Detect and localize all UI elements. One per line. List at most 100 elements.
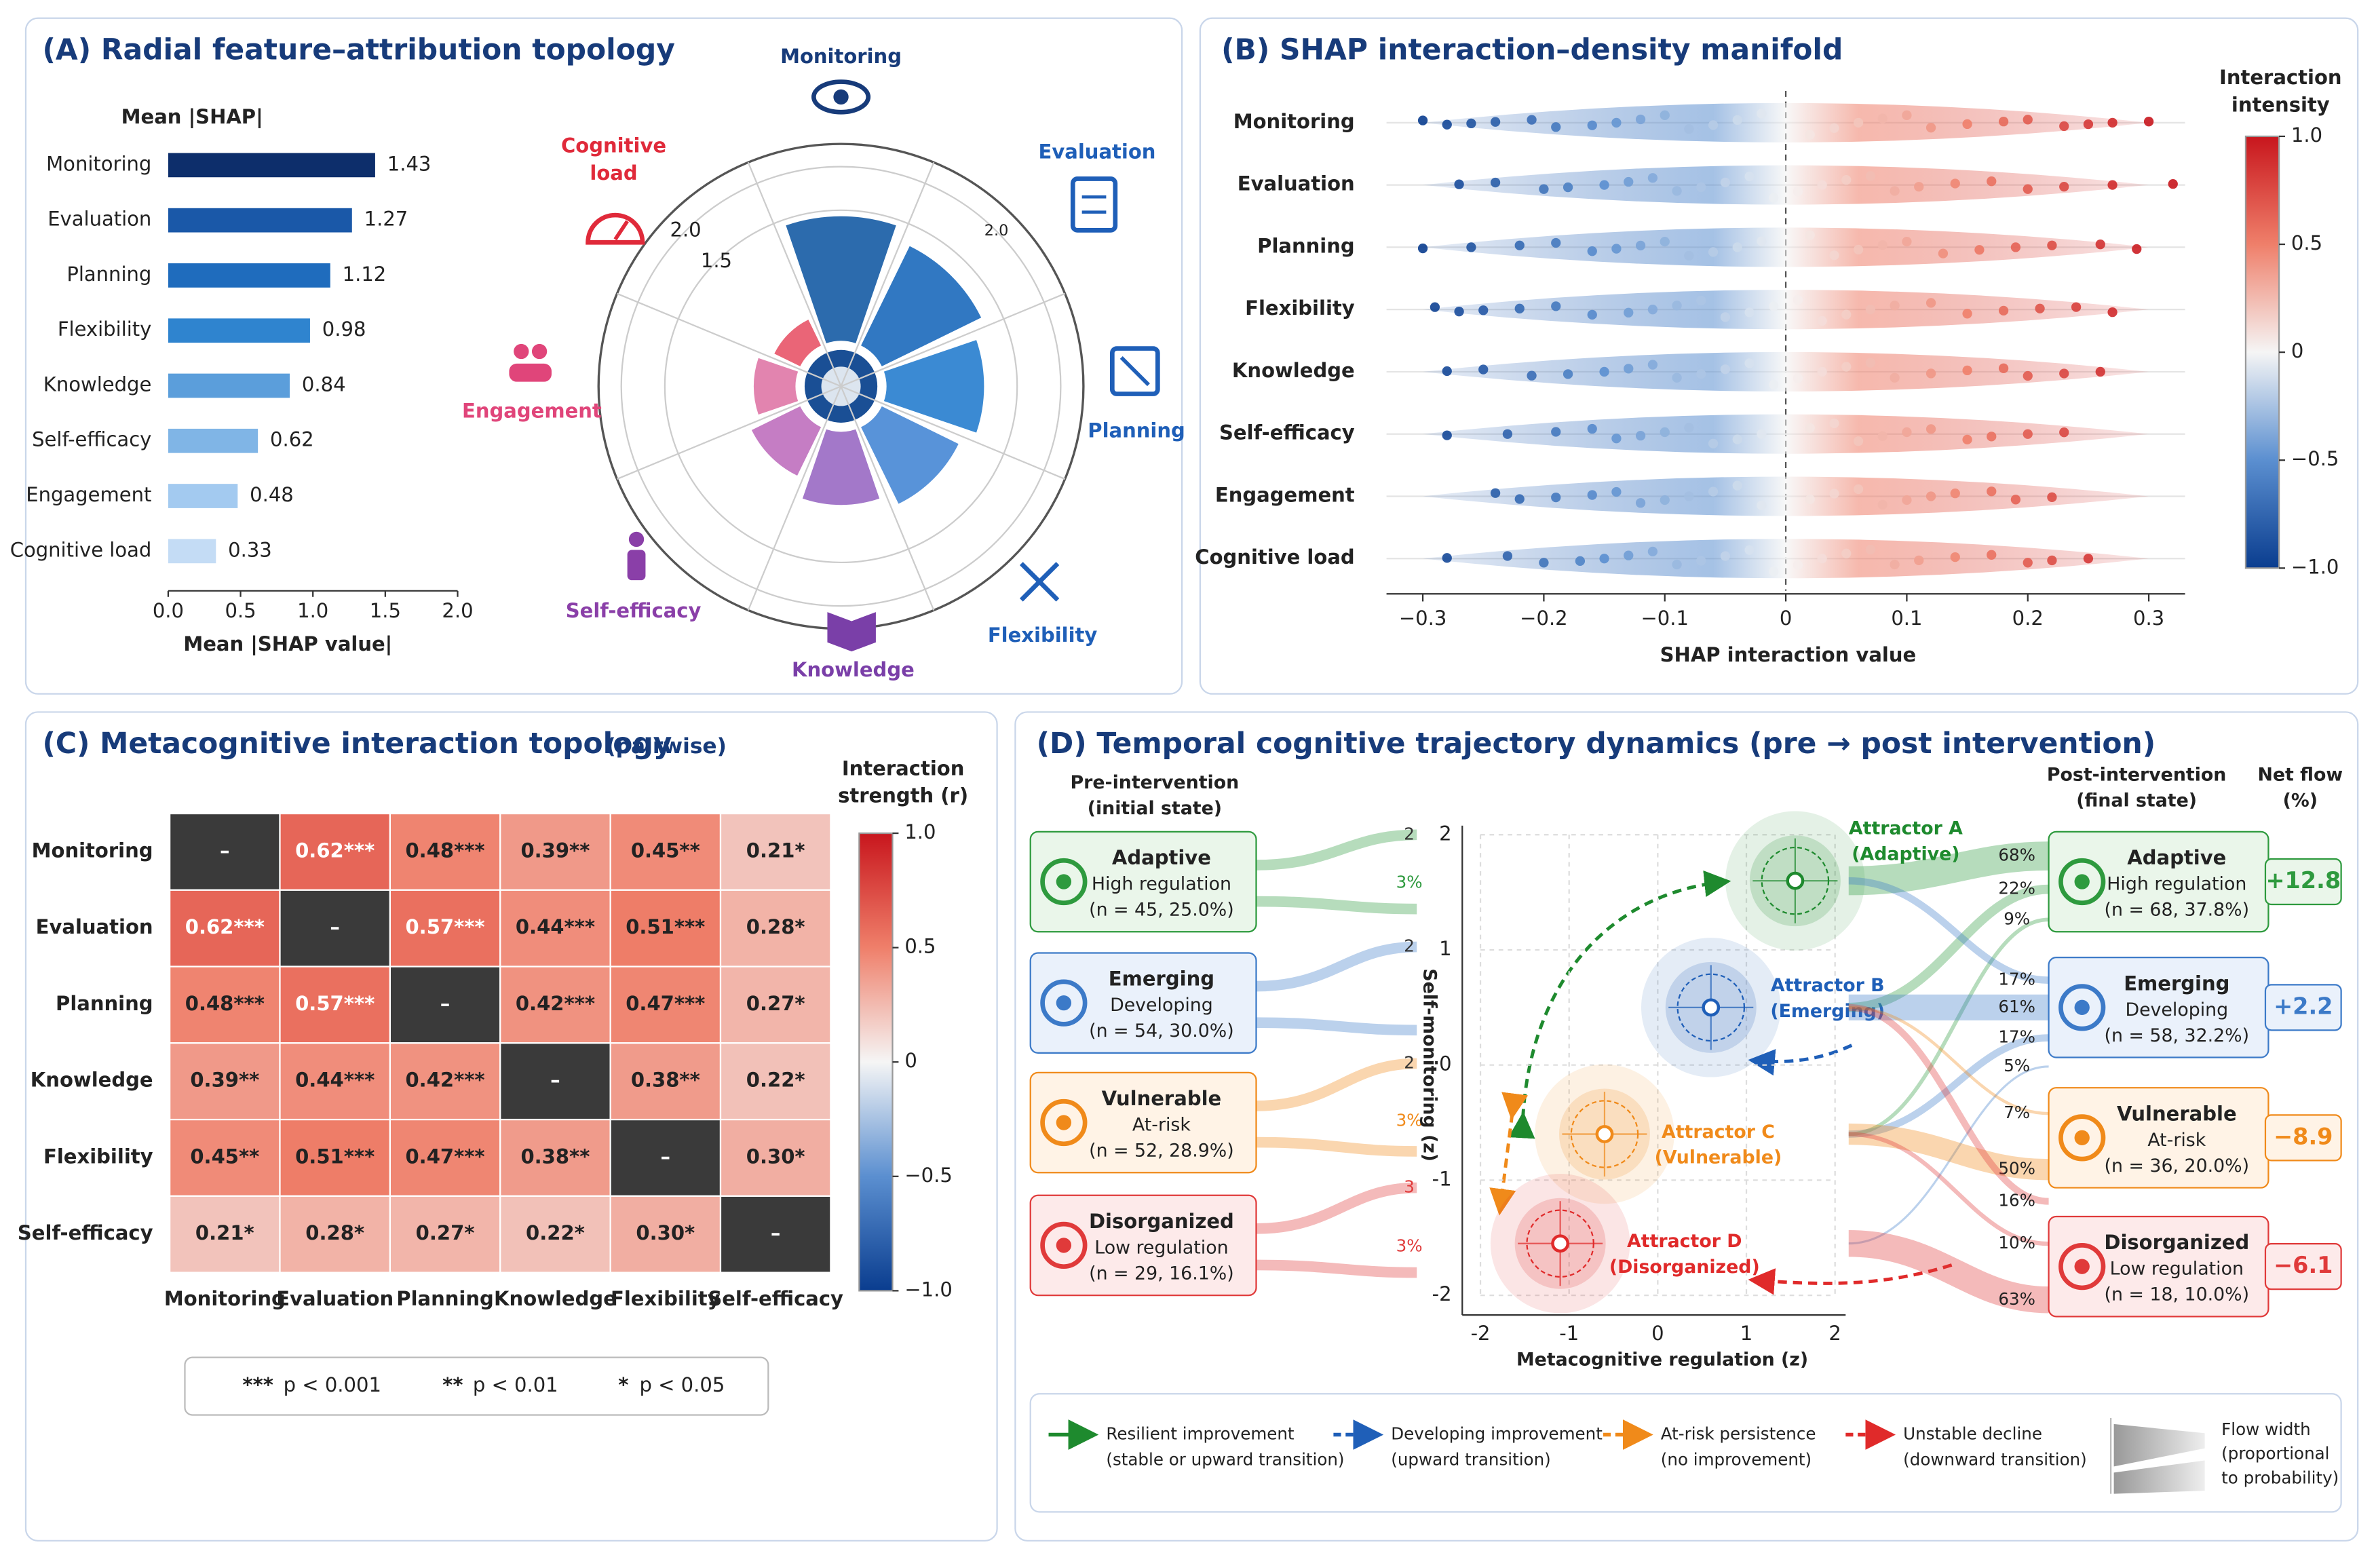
- point: [1502, 551, 1513, 561]
- point: [1744, 545, 1755, 555]
- flow-label: 61%: [1998, 997, 2035, 1016]
- x-tick-label: 0.1: [1891, 607, 1922, 630]
- state-n: (n = 54, 30.0%): [1089, 1020, 1234, 1041]
- polar-label: Flexibility: [988, 624, 1098, 647]
- attractor-point: [1551, 1234, 1570, 1253]
- point: [1720, 312, 1731, 322]
- point: [1720, 551, 1731, 561]
- point: [1587, 246, 1597, 256]
- point: [2132, 244, 2142, 254]
- heatmap-cell: [279, 1042, 391, 1121]
- attractor-name: Attractor C: [1662, 1122, 1775, 1143]
- x-tick-label: 0: [1780, 607, 1792, 630]
- point: [1902, 495, 1912, 505]
- point: [1925, 491, 1936, 501]
- x-tick-label: -2: [1471, 1322, 1491, 1345]
- flow-label: 3%: [1396, 1236, 1423, 1256]
- flow-ribbon: [1848, 841, 2049, 896]
- point: [1841, 309, 1852, 320]
- x-tick-label: -1: [1559, 1322, 1579, 1345]
- point: [1805, 494, 1815, 505]
- point: [1805, 230, 1815, 240]
- cell-label: 0.38**: [631, 1069, 700, 1092]
- state-box: [1029, 1194, 1257, 1297]
- colorbar-tick-label: 1.0: [904, 820, 936, 843]
- point: [1624, 550, 1634, 560]
- point: [1587, 309, 1597, 320]
- point: [2107, 180, 2118, 190]
- density-band: [1423, 539, 2149, 579]
- point: [1853, 436, 1864, 446]
- legend-title: Resilient improvement: [1106, 1424, 1295, 1444]
- point: [2023, 184, 2033, 194]
- x-tick-label: 0.2: [2012, 607, 2044, 630]
- heatmap-cell: [719, 889, 832, 968]
- flow-label: 2: [1404, 1052, 1415, 1072]
- y-tick-label: -2: [1432, 1282, 1452, 1305]
- legend-text: p < 0.01: [473, 1373, 558, 1396]
- cell-label: 0.30*: [636, 1221, 695, 1244]
- density-band: [1423, 227, 2149, 267]
- point: [1635, 114, 1646, 125]
- state-sub: Developing: [1110, 995, 1213, 1016]
- point: [1647, 173, 1658, 183]
- point: [1744, 171, 1755, 182]
- y-tick-label: Flexibility: [1245, 297, 1355, 320]
- point: [1490, 488, 1501, 498]
- state-box: [1029, 830, 1257, 933]
- flow-ribbon: [1848, 1034, 2049, 1138]
- x-tick-label: Planning: [396, 1287, 494, 1310]
- flow-ribbon: [1256, 1182, 1417, 1234]
- heatmap-cell: [389, 1195, 501, 1274]
- polar-spoke: [616, 385, 841, 480]
- point: [1660, 427, 1670, 438]
- flow-ribbon: [1848, 1003, 2049, 1205]
- legend-sub: (downward transition): [1903, 1449, 2087, 1469]
- point: [1890, 372, 1900, 383]
- y-tick-label: Self-efficacy: [18, 1221, 153, 1244]
- bar: [168, 539, 216, 564]
- flow-ribbon: [1848, 877, 2049, 984]
- cell-label: –: [440, 992, 451, 1015]
- heatmap-cell: [279, 965, 391, 1044]
- panel-frame: [24, 17, 1183, 695]
- flow-ribbon: [1848, 1230, 2049, 1314]
- point: [1720, 364, 1731, 375]
- point: [1442, 430, 1452, 440]
- heatmap-cell: [719, 965, 832, 1044]
- flow-label: 17%: [1998, 970, 2035, 989]
- state-box: [1029, 952, 1257, 1054]
- point: [1551, 492, 1561, 503]
- colorbar-title: intensity: [2231, 93, 2330, 116]
- x-tick-label: Self-efficacy: [708, 1287, 843, 1310]
- polar-spoke: [840, 161, 935, 387]
- state-sub: At-risk: [2147, 1130, 2206, 1151]
- flow-label: 2: [1404, 824, 1415, 843]
- point: [1998, 305, 2009, 316]
- point: [1890, 301, 1900, 311]
- polar-bar: [861, 246, 982, 366]
- point: [1647, 305, 1658, 315]
- legend-text: p < 0.001: [284, 1373, 381, 1396]
- point: [1744, 358, 1755, 368]
- legend-symbol: *: [618, 1373, 628, 1396]
- panel-frame: [24, 711, 998, 1542]
- point: [1769, 301, 1779, 311]
- point: [1793, 186, 1803, 197]
- heatmap-cell: [499, 1118, 611, 1197]
- state-n: (n = 18, 10.0%): [2105, 1284, 2250, 1305]
- point: [1708, 438, 1719, 448]
- cell-label: 0.38**: [520, 1145, 590, 1168]
- flow-ribbon: [1256, 1058, 1417, 1111]
- cell-label: 0.42***: [405, 1069, 484, 1092]
- state-icon: [1056, 1115, 1072, 1130]
- point: [1442, 553, 1452, 563]
- point: [1635, 431, 1646, 441]
- state-sub: At-risk: [1132, 1115, 1191, 1136]
- point: [1563, 182, 1573, 193]
- flow-label: 16%: [1998, 1191, 2035, 1210]
- cell-label: 0.42***: [516, 992, 595, 1015]
- cell-label: –: [330, 915, 340, 938]
